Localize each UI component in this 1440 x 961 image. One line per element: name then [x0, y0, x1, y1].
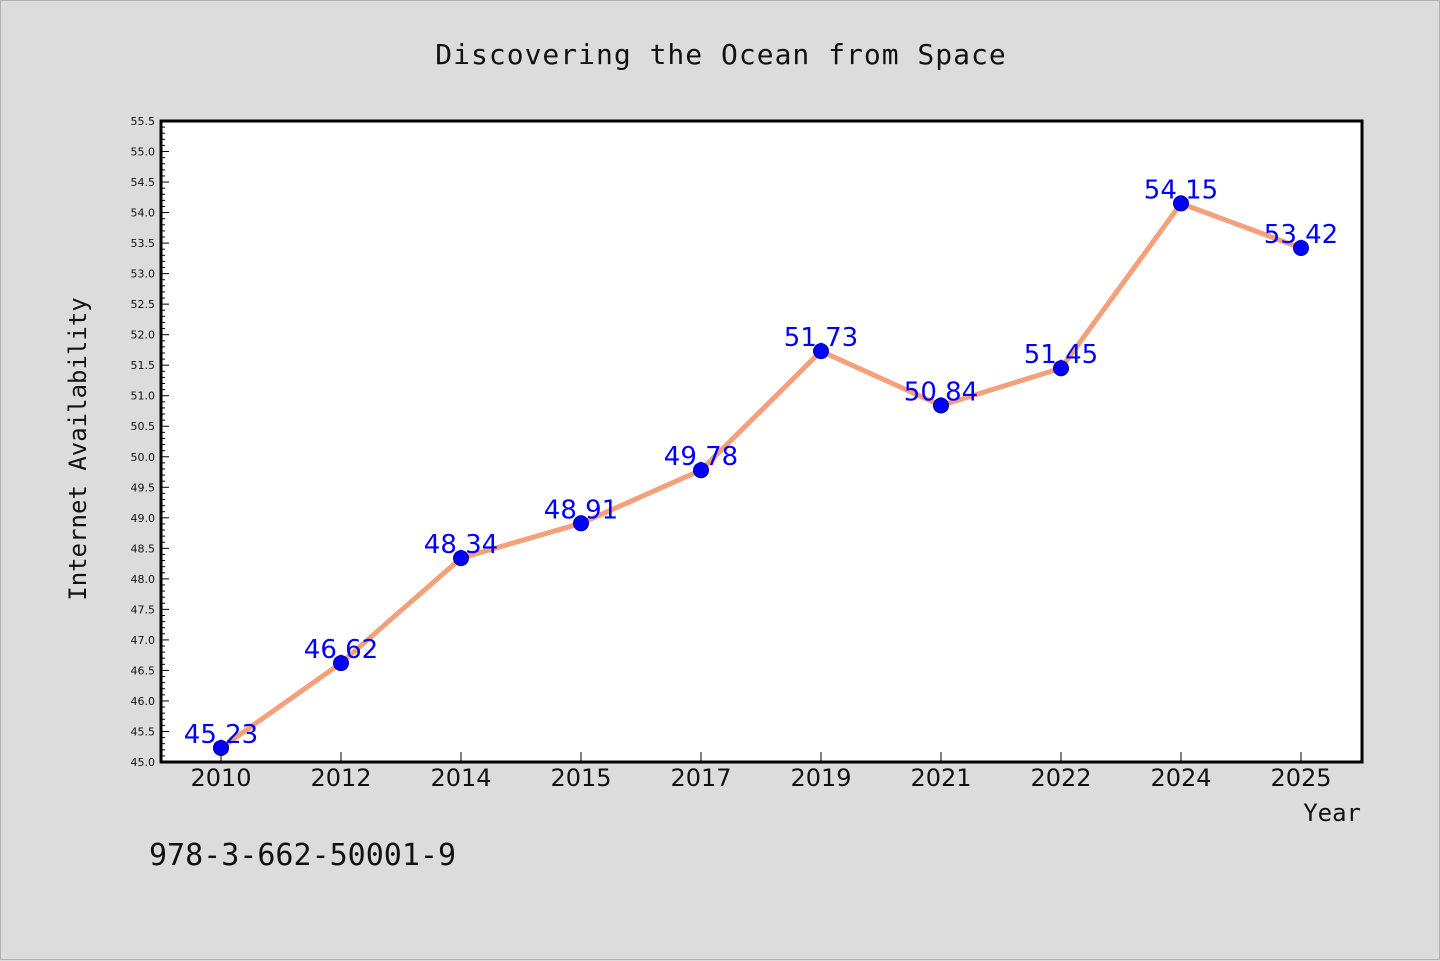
data-point — [1173, 195, 1189, 212]
x-tick-label: 2022 — [1030, 764, 1091, 792]
y-tick-label: 51.5 — [131, 359, 156, 372]
y-tick-label: 47.0 — [131, 634, 156, 647]
data-point — [573, 515, 589, 532]
x-tick-label: 2021 — [910, 764, 971, 792]
y-tick-label: 47.5 — [131, 603, 156, 616]
y-tick-label: 49.0 — [131, 512, 156, 525]
data-point — [933, 397, 949, 414]
y-tick-label: 50.0 — [131, 451, 156, 464]
x-axis-ticks: 2010 2012 2014 2015 2017 2019 2021 2022 2024 2025 — [190, 752, 1332, 792]
x-tick-label: 2024 — [1150, 764, 1211, 792]
data-label: 51.45 — [1024, 340, 1098, 370]
x-axis-title: Year — [1303, 799, 1361, 827]
x-tick-label: 2012 — [310, 764, 371, 792]
data-label: 45.23 — [184, 720, 258, 750]
y-tick-label: 50.5 — [131, 420, 156, 433]
y-tick-label: 48.5 — [131, 542, 156, 555]
y-tick-label: 48.0 — [131, 573, 156, 586]
x-tick-label: 2025 — [1270, 764, 1331, 792]
y-tick-label: 49.5 — [131, 481, 156, 494]
data-label: 54.15 — [1144, 175, 1218, 205]
data-label-layer: 45.23 46.62 48.34 48.91 49.78 51.73 50.84 51.45… — [184, 175, 1338, 750]
y-tick-label: 55.0 — [131, 146, 156, 159]
y-tick-label: 46.5 — [131, 664, 156, 677]
x-tick-label: 2015 — [550, 764, 611, 792]
x-tick-label: 2017 — [670, 764, 731, 792]
y-tick-label: 45.5 — [131, 725, 156, 738]
data-point — [333, 655, 349, 672]
y-tick-label: 52.0 — [131, 329, 156, 342]
x-tick-label: 2014 — [430, 764, 491, 792]
x-tick-label: 2010 — [190, 764, 251, 792]
y-tick-label: 51.0 — [131, 390, 156, 403]
series-line — [218, 200, 1304, 751]
data-point — [213, 739, 229, 756]
plot-frame — [159, 119, 1364, 764]
data-point — [1293, 239, 1309, 256]
data-label: 53.42 — [1264, 220, 1338, 250]
data-label: 46.62 — [304, 635, 378, 665]
chart-title: Discovering the Ocean from Space — [435, 38, 1006, 71]
data-label: 50.84 — [904, 377, 978, 407]
y-tick-label: 53.0 — [131, 268, 156, 281]
y-tick-label: 46.0 — [131, 695, 156, 708]
data-label: 48.91 — [544, 495, 618, 525]
data-label: 49.78 — [664, 442, 738, 472]
y-tick-label: 54.5 — [131, 176, 156, 189]
data-label: 51.73 — [784, 323, 858, 353]
y-tick-label: 45.0 — [131, 756, 156, 769]
data-point — [693, 462, 709, 479]
y-axis-title: Internet Availability — [64, 297, 92, 600]
data-label: 48.34 — [424, 530, 498, 560]
series-layer — [213, 195, 1309, 756]
y-tick-label: 54.0 — [131, 207, 156, 220]
y-tick-label: 53.5 — [131, 237, 156, 250]
footnote-isbn: 978-3-662-50001-9 — [149, 838, 456, 873]
y-tick-label: 52.5 — [131, 298, 156, 311]
y-tick-label: 55.5 — [131, 115, 156, 128]
x-tick-label: 2019 — [790, 764, 851, 792]
data-point — [453, 550, 469, 567]
data-point — [1053, 360, 1069, 377]
data-point — [813, 343, 829, 360]
